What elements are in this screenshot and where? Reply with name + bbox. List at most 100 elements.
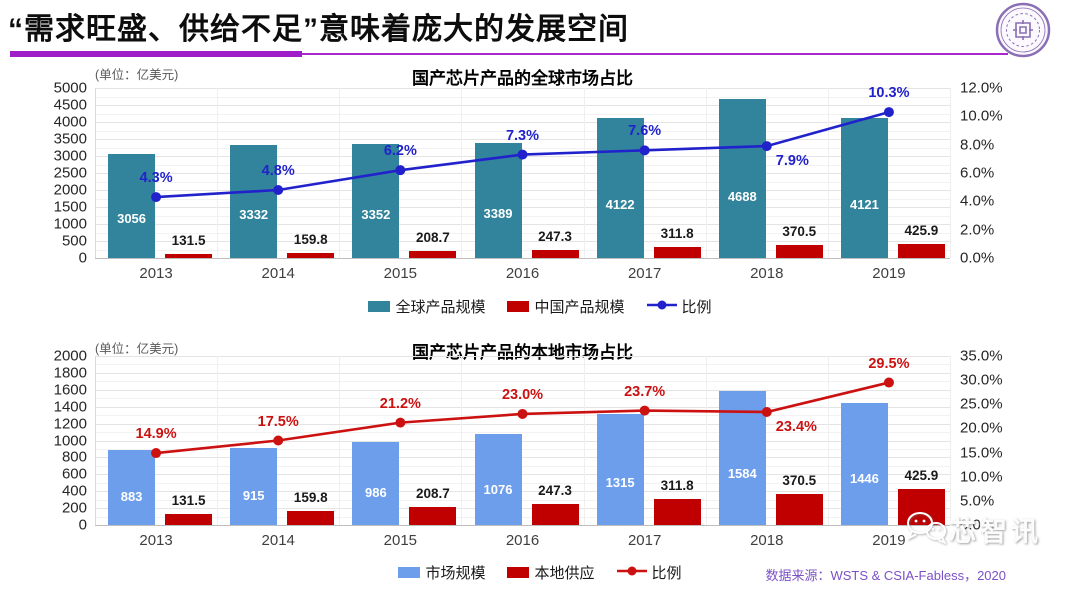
data-source-note: 数据来源：WSTS & CSIA-Fabless，2020: [765, 568, 1006, 583]
bar-primary: [230, 447, 278, 525]
bar-value-label: 425.9: [904, 222, 939, 238]
y-axis-label-left: 1600: [53, 381, 87, 399]
y-axis-label-left: 3000: [53, 147, 87, 165]
y-axis-label-left: 2000: [53, 181, 87, 199]
bar-value-label: 3332: [239, 206, 269, 222]
bar-value-label: 3389: [483, 206, 513, 222]
y-axis-label-left: 1500: [53, 198, 87, 216]
bar-secondary: [531, 249, 579, 258]
bar-secondary: [409, 250, 457, 258]
x-axis-label: 2017: [627, 265, 662, 282]
bar-primary: [108, 450, 156, 525]
bar-secondary: [653, 247, 701, 258]
legend-item: 市场规模: [398, 562, 485, 583]
bar-value-label: 131.5: [171, 492, 206, 508]
bar-value-label: 1446: [849, 470, 879, 486]
grid-line-vertical: [217, 356, 219, 525]
bar-secondary: [897, 243, 945, 258]
legend-label: 本地供应: [534, 565, 595, 582]
ratio-value-label: 29.5%: [868, 355, 910, 372]
grid-line-vertical: [339, 356, 341, 525]
grid-line: [95, 207, 950, 208]
legend-label: 中国产品规模: [534, 299, 625, 316]
bar-value-label: 3056: [117, 210, 147, 226]
legend-line-marker: [616, 564, 647, 581]
y-axis-label-right: 30.0%: [960, 371, 1003, 389]
bar-primary: [840, 117, 888, 258]
y-axis-label-left: 0: [78, 249, 87, 267]
y-axis-label-left: 3500: [53, 130, 87, 148]
axis-baseline: [95, 258, 950, 259]
ratio-value-label: 7.3%: [505, 127, 540, 144]
y-axis-label-left: 4000: [53, 113, 87, 131]
bar-value-label: 883: [120, 488, 143, 504]
chart-global-market-share: (单位：亿美元) 国产芯片产品的全球市场占比 0 500 1000 1500 2000 2…: [0, 62, 1080, 336]
grid-line: [95, 232, 950, 234]
ratio-value-label: 17.5%: [257, 413, 299, 430]
x-axis-label: 2016: [505, 265, 540, 282]
y-axis-label-left: 2000: [53, 347, 87, 365]
grid-line: [95, 215, 950, 217]
bar-secondary: [653, 498, 701, 525]
grid-line-vertical: [95, 88, 96, 258]
y-axis-label-right: 4.0%: [960, 192, 995, 210]
bar-secondary: [775, 493, 823, 525]
axis-baseline: [95, 525, 950, 526]
y-axis-label-right: 10.0%: [960, 107, 1003, 125]
bar-value-label: 4688: [727, 189, 757, 205]
grid-line: [95, 423, 950, 425]
bar-value-label: 247.3: [538, 483, 572, 499]
y-axis-label-left: 200: [61, 499, 87, 517]
y-axis-label-right: 10.0%: [960, 468, 1003, 486]
y-axis-label-right: 5.0%: [960, 492, 995, 510]
x-axis-label: 2019: [872, 532, 906, 549]
title-divider-thick: [10, 51, 302, 57]
grid-line-vertical: [217, 88, 219, 258]
grid-line: [95, 381, 950, 383]
bar-value-label: 4121: [849, 196, 879, 212]
bar-value-label: 208.7: [415, 229, 450, 245]
grid-line: [95, 474, 950, 476]
grid-line-vertical: [339, 88, 341, 258]
ratio-value-label: 4.3%: [139, 170, 173, 187]
bar-secondary: [775, 245, 823, 258]
ratio-value-label: 7.6%: [628, 123, 662, 140]
grid-line: [95, 241, 950, 242]
chart-local-market-share: (单位：亿美元) 国产芯片产品的本地市场占比 0 200 400 600 800 1000…: [0, 336, 1080, 590]
y-axis-label-left: 2500: [53, 164, 87, 182]
grid-line: [95, 105, 950, 106]
grid-line: [95, 224, 950, 225]
grid-line-vertical: [950, 356, 951, 525]
university-seal-logo: [995, 2, 1051, 58]
bar-value-label: 208.7: [415, 486, 450, 502]
grid-line: [95, 482, 950, 484]
x-axis-label: 2014: [261, 265, 295, 282]
legend-line-marker: [646, 298, 677, 315]
bar-primary: [108, 154, 156, 258]
y-axis-label-right: 25.0%: [960, 395, 1003, 413]
legend-label: 比例: [681, 299, 712, 316]
grid-line: [95, 356, 950, 357]
bar-value-label: 1584: [727, 466, 757, 482]
bar-secondary: [531, 504, 579, 525]
y-axis-label-left: 600: [61, 465, 87, 483]
x-axis-label: 2013: [139, 532, 173, 549]
grid-line: [95, 432, 950, 434]
grid-line-vertical: [461, 356, 463, 525]
grid-line: [95, 415, 950, 417]
y-axis-label-left: 1800: [53, 364, 87, 382]
grid-line: [95, 440, 950, 442]
grid-line: [95, 147, 950, 149]
grid-line: [95, 364, 950, 366]
ratio-value-label: 21.2%: [379, 395, 421, 412]
bar-secondary: [897, 489, 945, 525]
bar-primary: [718, 391, 766, 525]
bar-value-label: 4122: [605, 196, 635, 212]
title-divider-thin: [302, 53, 1008, 55]
y-axis-label-right: 8.0%: [960, 136, 995, 154]
legend-item: 比例: [616, 562, 682, 583]
x-axis-label: 2019: [872, 265, 906, 282]
grid-line-vertical: [705, 88, 707, 258]
grid-line: [95, 372, 950, 374]
